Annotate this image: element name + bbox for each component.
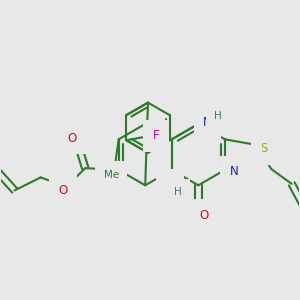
Text: S: S bbox=[260, 142, 268, 155]
Text: O: O bbox=[58, 184, 68, 197]
Text: O: O bbox=[199, 208, 208, 221]
Text: N: N bbox=[166, 178, 174, 191]
Text: N: N bbox=[230, 165, 239, 178]
Text: H: H bbox=[174, 187, 182, 197]
Text: H: H bbox=[214, 111, 222, 121]
Text: F: F bbox=[153, 129, 159, 142]
Text: O: O bbox=[68, 132, 77, 145]
Text: N: N bbox=[203, 116, 212, 129]
Text: Me: Me bbox=[103, 169, 119, 180]
